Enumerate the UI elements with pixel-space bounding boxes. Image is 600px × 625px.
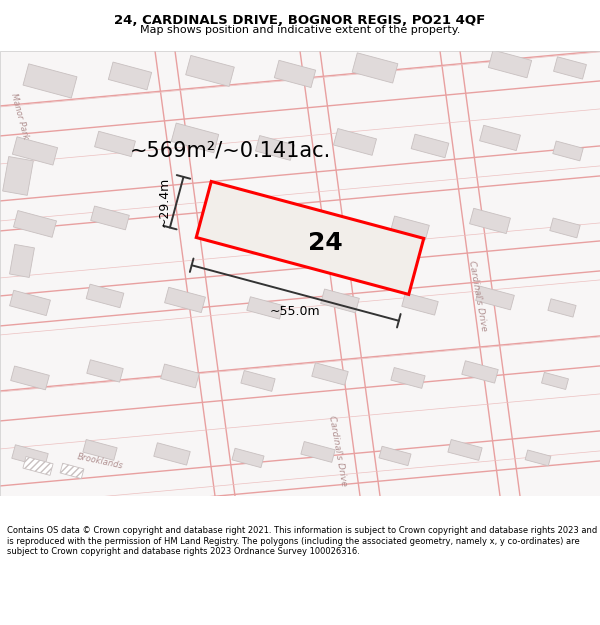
Polygon shape: [352, 53, 398, 83]
Polygon shape: [542, 372, 568, 389]
Polygon shape: [391, 216, 430, 240]
Polygon shape: [320, 289, 359, 313]
Polygon shape: [448, 439, 482, 461]
Polygon shape: [402, 292, 438, 315]
Polygon shape: [10, 290, 50, 316]
Polygon shape: [256, 136, 295, 161]
Polygon shape: [2, 156, 34, 196]
Polygon shape: [550, 218, 580, 238]
Polygon shape: [476, 286, 514, 310]
Text: Brooklands: Brooklands: [76, 452, 124, 470]
Text: ~29.4m: ~29.4m: [158, 177, 171, 227]
Polygon shape: [185, 56, 235, 86]
Polygon shape: [109, 62, 152, 90]
Text: 24: 24: [308, 231, 343, 255]
Polygon shape: [548, 299, 576, 317]
Polygon shape: [470, 208, 511, 234]
Text: Contains OS data © Crown copyright and database right 2021. This information is : Contains OS data © Crown copyright and d…: [7, 526, 598, 556]
Polygon shape: [241, 371, 275, 391]
Polygon shape: [411, 134, 449, 158]
Text: Cardinal's Drive: Cardinal's Drive: [328, 415, 349, 487]
Polygon shape: [301, 441, 335, 462]
Polygon shape: [462, 361, 498, 383]
Polygon shape: [247, 297, 283, 319]
Polygon shape: [334, 129, 377, 156]
Polygon shape: [13, 137, 58, 165]
Text: Cardinal's Drive: Cardinal's Drive: [467, 260, 488, 332]
Polygon shape: [171, 123, 219, 152]
Polygon shape: [391, 368, 425, 388]
Polygon shape: [12, 445, 48, 467]
Polygon shape: [86, 284, 124, 308]
Polygon shape: [91, 206, 130, 230]
Polygon shape: [23, 64, 77, 98]
Polygon shape: [23, 456, 53, 476]
Polygon shape: [87, 360, 123, 382]
Polygon shape: [60, 463, 84, 479]
Text: ~55.0m: ~55.0m: [270, 305, 320, 318]
Polygon shape: [196, 181, 424, 294]
Text: Manor Park: Manor Park: [10, 92, 31, 140]
Text: 24, CARDINALS DRIVE, BOGNOR REGIS, PO21 4QF: 24, CARDINALS DRIVE, BOGNOR REGIS, PO21 …: [115, 14, 485, 27]
Polygon shape: [525, 450, 551, 466]
Polygon shape: [95, 131, 136, 157]
Polygon shape: [154, 442, 190, 465]
Polygon shape: [13, 211, 56, 238]
Text: Map shows position and indicative extent of the property.: Map shows position and indicative extent…: [140, 25, 460, 35]
Polygon shape: [10, 244, 34, 278]
Polygon shape: [164, 288, 205, 312]
Polygon shape: [161, 364, 199, 388]
Polygon shape: [11, 366, 49, 390]
Polygon shape: [232, 448, 264, 468]
Polygon shape: [83, 439, 117, 461]
Polygon shape: [554, 57, 586, 79]
Polygon shape: [274, 61, 316, 88]
Polygon shape: [312, 362, 348, 385]
Polygon shape: [488, 50, 532, 78]
Polygon shape: [479, 125, 520, 151]
Polygon shape: [553, 141, 583, 161]
Polygon shape: [379, 446, 411, 466]
Text: ~569m²/~0.141ac.: ~569m²/~0.141ac.: [130, 141, 331, 161]
